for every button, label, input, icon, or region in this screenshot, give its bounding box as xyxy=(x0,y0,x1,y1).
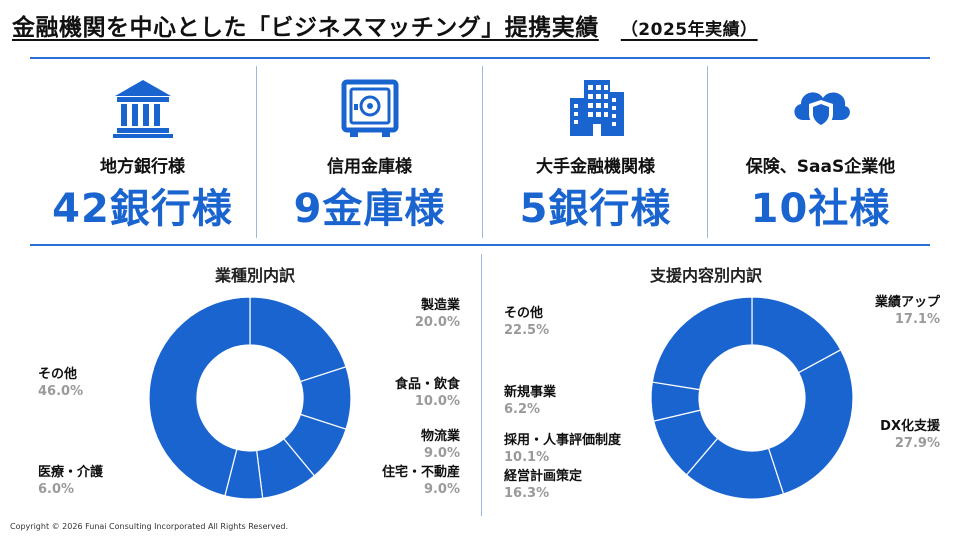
donut-label: 採用・人事評価制度 10.1% xyxy=(504,432,621,466)
page-subtitle: （2025年実績） xyxy=(620,20,758,40)
category-label: 物流業 xyxy=(420,429,460,444)
chart-separator xyxy=(481,254,482,516)
donut-label: 業績アップ 17.1% xyxy=(840,294,940,328)
value-label: 10.1% xyxy=(504,450,550,465)
page-title: 金融機関を中心とした「ビジネスマッチング」提携実績 （2025年実績） xyxy=(12,8,758,42)
copyright-notice: Copyright © 2026 Funai Consulting Incorp… xyxy=(10,522,288,531)
category-label: 業績アップ xyxy=(874,295,940,310)
kpi-separator xyxy=(707,66,708,238)
kpi-regional-banks: 地方銀行様 42銀行様 xyxy=(30,62,255,240)
kpi-value: 42銀行様 xyxy=(52,186,233,232)
kpi-label: 保険、SaaS企業他 xyxy=(745,157,896,177)
value-label: 9.0% xyxy=(423,446,460,461)
value-label: 6.0% xyxy=(38,482,75,497)
donut-slice-5 xyxy=(651,296,753,391)
kpi-label: 地方銀行様 xyxy=(100,157,185,177)
kpi-label: 信用金庫様 xyxy=(327,157,412,177)
cloud-shield-icon xyxy=(793,92,850,130)
kpi-separator xyxy=(256,66,257,238)
kpi-shinkin-banks: 信用金庫様 9金庫様 xyxy=(257,62,482,240)
donut-label: 製造業 20.0% xyxy=(360,297,460,331)
donut-label: その他 46.0% xyxy=(38,366,83,400)
category-label: 医療・介護 xyxy=(38,465,104,480)
donut-label: 経営計画策定 16.3% xyxy=(504,468,582,502)
kpi-value: 9金庫様 xyxy=(293,186,446,232)
donut-chart-support xyxy=(650,296,854,500)
donut-label: 新規事業 6.2% xyxy=(504,384,556,418)
donut-slice-0 xyxy=(249,296,347,383)
donut-label: DX化支援 27.9% xyxy=(840,418,940,452)
donut-label: 医療・介護 6.0% xyxy=(38,464,103,498)
category-label: DX化支援 xyxy=(880,419,940,434)
kpi-insurance-saas: 保険、SaaS企業他 10社様 xyxy=(708,62,933,240)
category-label: 新規事業 xyxy=(504,385,557,400)
kpi-label: 大手金融機関様 xyxy=(536,157,655,177)
category-label: その他 xyxy=(38,367,78,382)
building-icon xyxy=(569,80,624,136)
mid-divider xyxy=(30,244,930,246)
kpi-separator xyxy=(482,66,483,238)
donut-slice-5 xyxy=(148,296,251,497)
category-label: 経営計画策定 xyxy=(504,469,583,484)
value-label: 10.0% xyxy=(414,394,460,409)
value-label: 46.0% xyxy=(38,384,84,399)
chart-title-industry: 業種別内訳 xyxy=(214,266,295,285)
value-label: 20.0% xyxy=(414,315,460,330)
category-label: その他 xyxy=(504,306,544,321)
page-title-main: 金融機関を中心とした「ビジネスマッチング」提携実績 xyxy=(12,15,599,41)
category-label: 製造業 xyxy=(420,298,460,313)
value-label: 22.5% xyxy=(504,323,550,338)
donut-label: 食品・飲食 10.0% xyxy=(360,376,460,410)
value-label: 16.3% xyxy=(504,486,550,501)
value-label: 17.1% xyxy=(894,312,940,327)
value-label: 27.9% xyxy=(894,436,940,451)
donut-label: その他 22.5% xyxy=(504,305,549,339)
donut-slice-1 xyxy=(767,348,854,495)
donut-label: 住宅・不動産 9.0% xyxy=(360,464,460,498)
bank-icon xyxy=(112,80,173,138)
value-label: 9.0% xyxy=(423,482,460,497)
category-label: 住宅・不動産 xyxy=(381,465,460,480)
category-label: 採用・人事評価制度 xyxy=(504,433,622,448)
kpi-value: 5銀行様 xyxy=(519,186,672,232)
kpi-value: 10社様 xyxy=(750,186,891,232)
top-divider xyxy=(30,57,930,59)
kpi-major-financial: 大手金融機関様 5銀行様 xyxy=(483,62,708,240)
donut-chart-industry xyxy=(148,296,352,500)
value-label: 6.2% xyxy=(504,402,541,417)
category-label: 食品・飲食 xyxy=(394,377,460,392)
donut-label: 物流業 9.0% xyxy=(360,428,460,462)
chart-title-support: 支援内容別内訳 xyxy=(649,266,762,285)
safe-icon xyxy=(341,79,398,137)
